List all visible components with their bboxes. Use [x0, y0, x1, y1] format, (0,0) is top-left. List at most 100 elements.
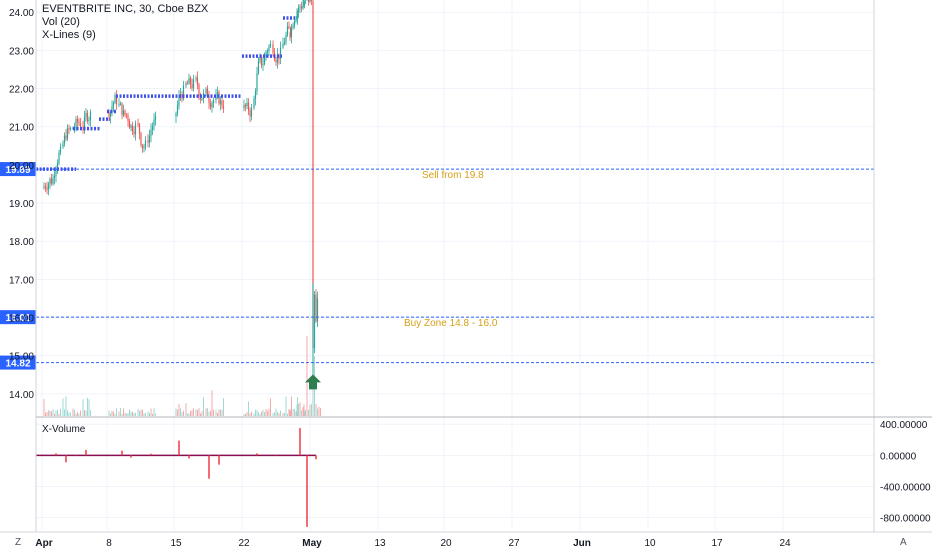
candle-body	[311, 0, 312, 1]
candle-body	[185, 83, 186, 86]
volume-bar	[179, 404, 180, 416]
candle-body	[299, 7, 300, 8]
volume-bar	[45, 413, 46, 416]
volume-bar	[260, 414, 261, 416]
candle-body	[292, 26, 293, 29]
candle-body	[130, 126, 131, 128]
volume-bar	[187, 414, 188, 416]
volume-bar	[290, 409, 291, 416]
volume-bar	[293, 409, 294, 416]
volume-bar	[267, 411, 268, 416]
candle-body	[127, 115, 128, 120]
candle-body	[270, 44, 271, 46]
candle-body	[255, 91, 256, 99]
price-tick-label: 23.00	[9, 46, 34, 57]
volume-tick-label: -400.00000	[880, 482, 931, 493]
volume-bar	[319, 407, 320, 416]
time-tick-label: 15	[170, 538, 182, 549]
volume-bar	[310, 405, 311, 416]
volume-bar	[176, 409, 177, 416]
auto-scale-button[interactable]: A	[900, 537, 907, 548]
symbol-title[interactable]: EVENTBRITE INC, 30, Cboe BZX	[42, 3, 208, 16]
volume-bar	[47, 412, 48, 416]
volume-bar	[317, 409, 318, 416]
candle-body	[198, 85, 199, 96]
x-volume-pane-title[interactable]: X-Volume	[42, 424, 85, 435]
volume-bar	[87, 398, 88, 416]
price-tick-label: 14.00	[9, 390, 34, 401]
volume-bar	[283, 413, 284, 416]
volume-bar	[123, 408, 124, 416]
volume-bar	[255, 410, 256, 416]
candle-body	[284, 42, 285, 44]
volume-bar	[300, 402, 301, 416]
volume-bar	[297, 404, 298, 416]
volume-bar	[217, 413, 218, 416]
time-tick-label: 27	[508, 538, 520, 549]
candle-body	[137, 124, 138, 125]
volume-bar	[286, 397, 287, 416]
candle-body	[90, 112, 91, 120]
volume-bar	[142, 409, 143, 416]
price-tick-label: 20.00	[9, 161, 34, 172]
volume-bar	[109, 410, 110, 416]
volume-tick-label: 400.00000	[880, 420, 928, 431]
volume-bar	[209, 412, 210, 416]
volume-bar	[122, 414, 123, 416]
volume-bar	[84, 410, 85, 416]
candle-body	[46, 188, 47, 190]
candle-body	[155, 116, 156, 119]
volume-bar	[266, 409, 267, 416]
indicator-xlines[interactable]: X-Lines (9)	[42, 29, 208, 42]
price-tick-label: 15.00	[9, 352, 34, 363]
volume-bar	[289, 409, 290, 416]
volume-bar	[270, 398, 271, 416]
volume-bar	[69, 412, 70, 416]
candle-body	[267, 51, 268, 52]
candle-body	[49, 179, 50, 185]
time-tick-label: 8	[106, 538, 112, 549]
volume-bar	[90, 410, 91, 416]
volume-bar	[192, 410, 193, 416]
volume-bar	[183, 411, 184, 416]
volume-bar	[57, 410, 58, 416]
candle-body	[55, 170, 56, 176]
candle-body	[52, 178, 53, 184]
volume-bar	[115, 414, 116, 416]
candle-body	[301, 7, 302, 9]
volume-bar	[223, 398, 224, 416]
volume-bar	[131, 412, 132, 416]
volume-bar	[257, 410, 258, 416]
volume-bar	[264, 412, 265, 416]
timezone-button[interactable]: Z	[15, 537, 21, 548]
candle-body	[152, 126, 153, 130]
volume-bar	[70, 413, 71, 416]
candle-body	[175, 113, 176, 116]
candle-body	[133, 132, 134, 135]
price-tick-label: 21.00	[9, 123, 34, 134]
volume-bar	[247, 412, 248, 416]
indicator-vol[interactable]: Vol (20)	[42, 16, 208, 29]
candle-body	[309, 0, 310, 2]
candle-body	[113, 103, 114, 107]
candle-body	[288, 27, 289, 29]
volume-bar	[180, 409, 181, 416]
price-tick-label: 18.00	[9, 237, 34, 248]
candle-body	[248, 103, 249, 111]
volume-bar	[273, 413, 274, 416]
volume-bar	[48, 410, 49, 416]
candle-body	[314, 295, 315, 348]
candle-body	[88, 120, 89, 121]
volume-bar	[296, 411, 297, 416]
candle-body	[129, 121, 130, 128]
candle-body	[308, 0, 309, 2]
volume-bar	[196, 409, 197, 416]
candle-body	[64, 136, 65, 144]
volume-bar	[113, 412, 114, 416]
candle-body	[303, 0, 304, 4]
time-tick-label: 17	[711, 538, 723, 549]
candle-body	[150, 130, 151, 136]
candle-body	[188, 78, 189, 83]
